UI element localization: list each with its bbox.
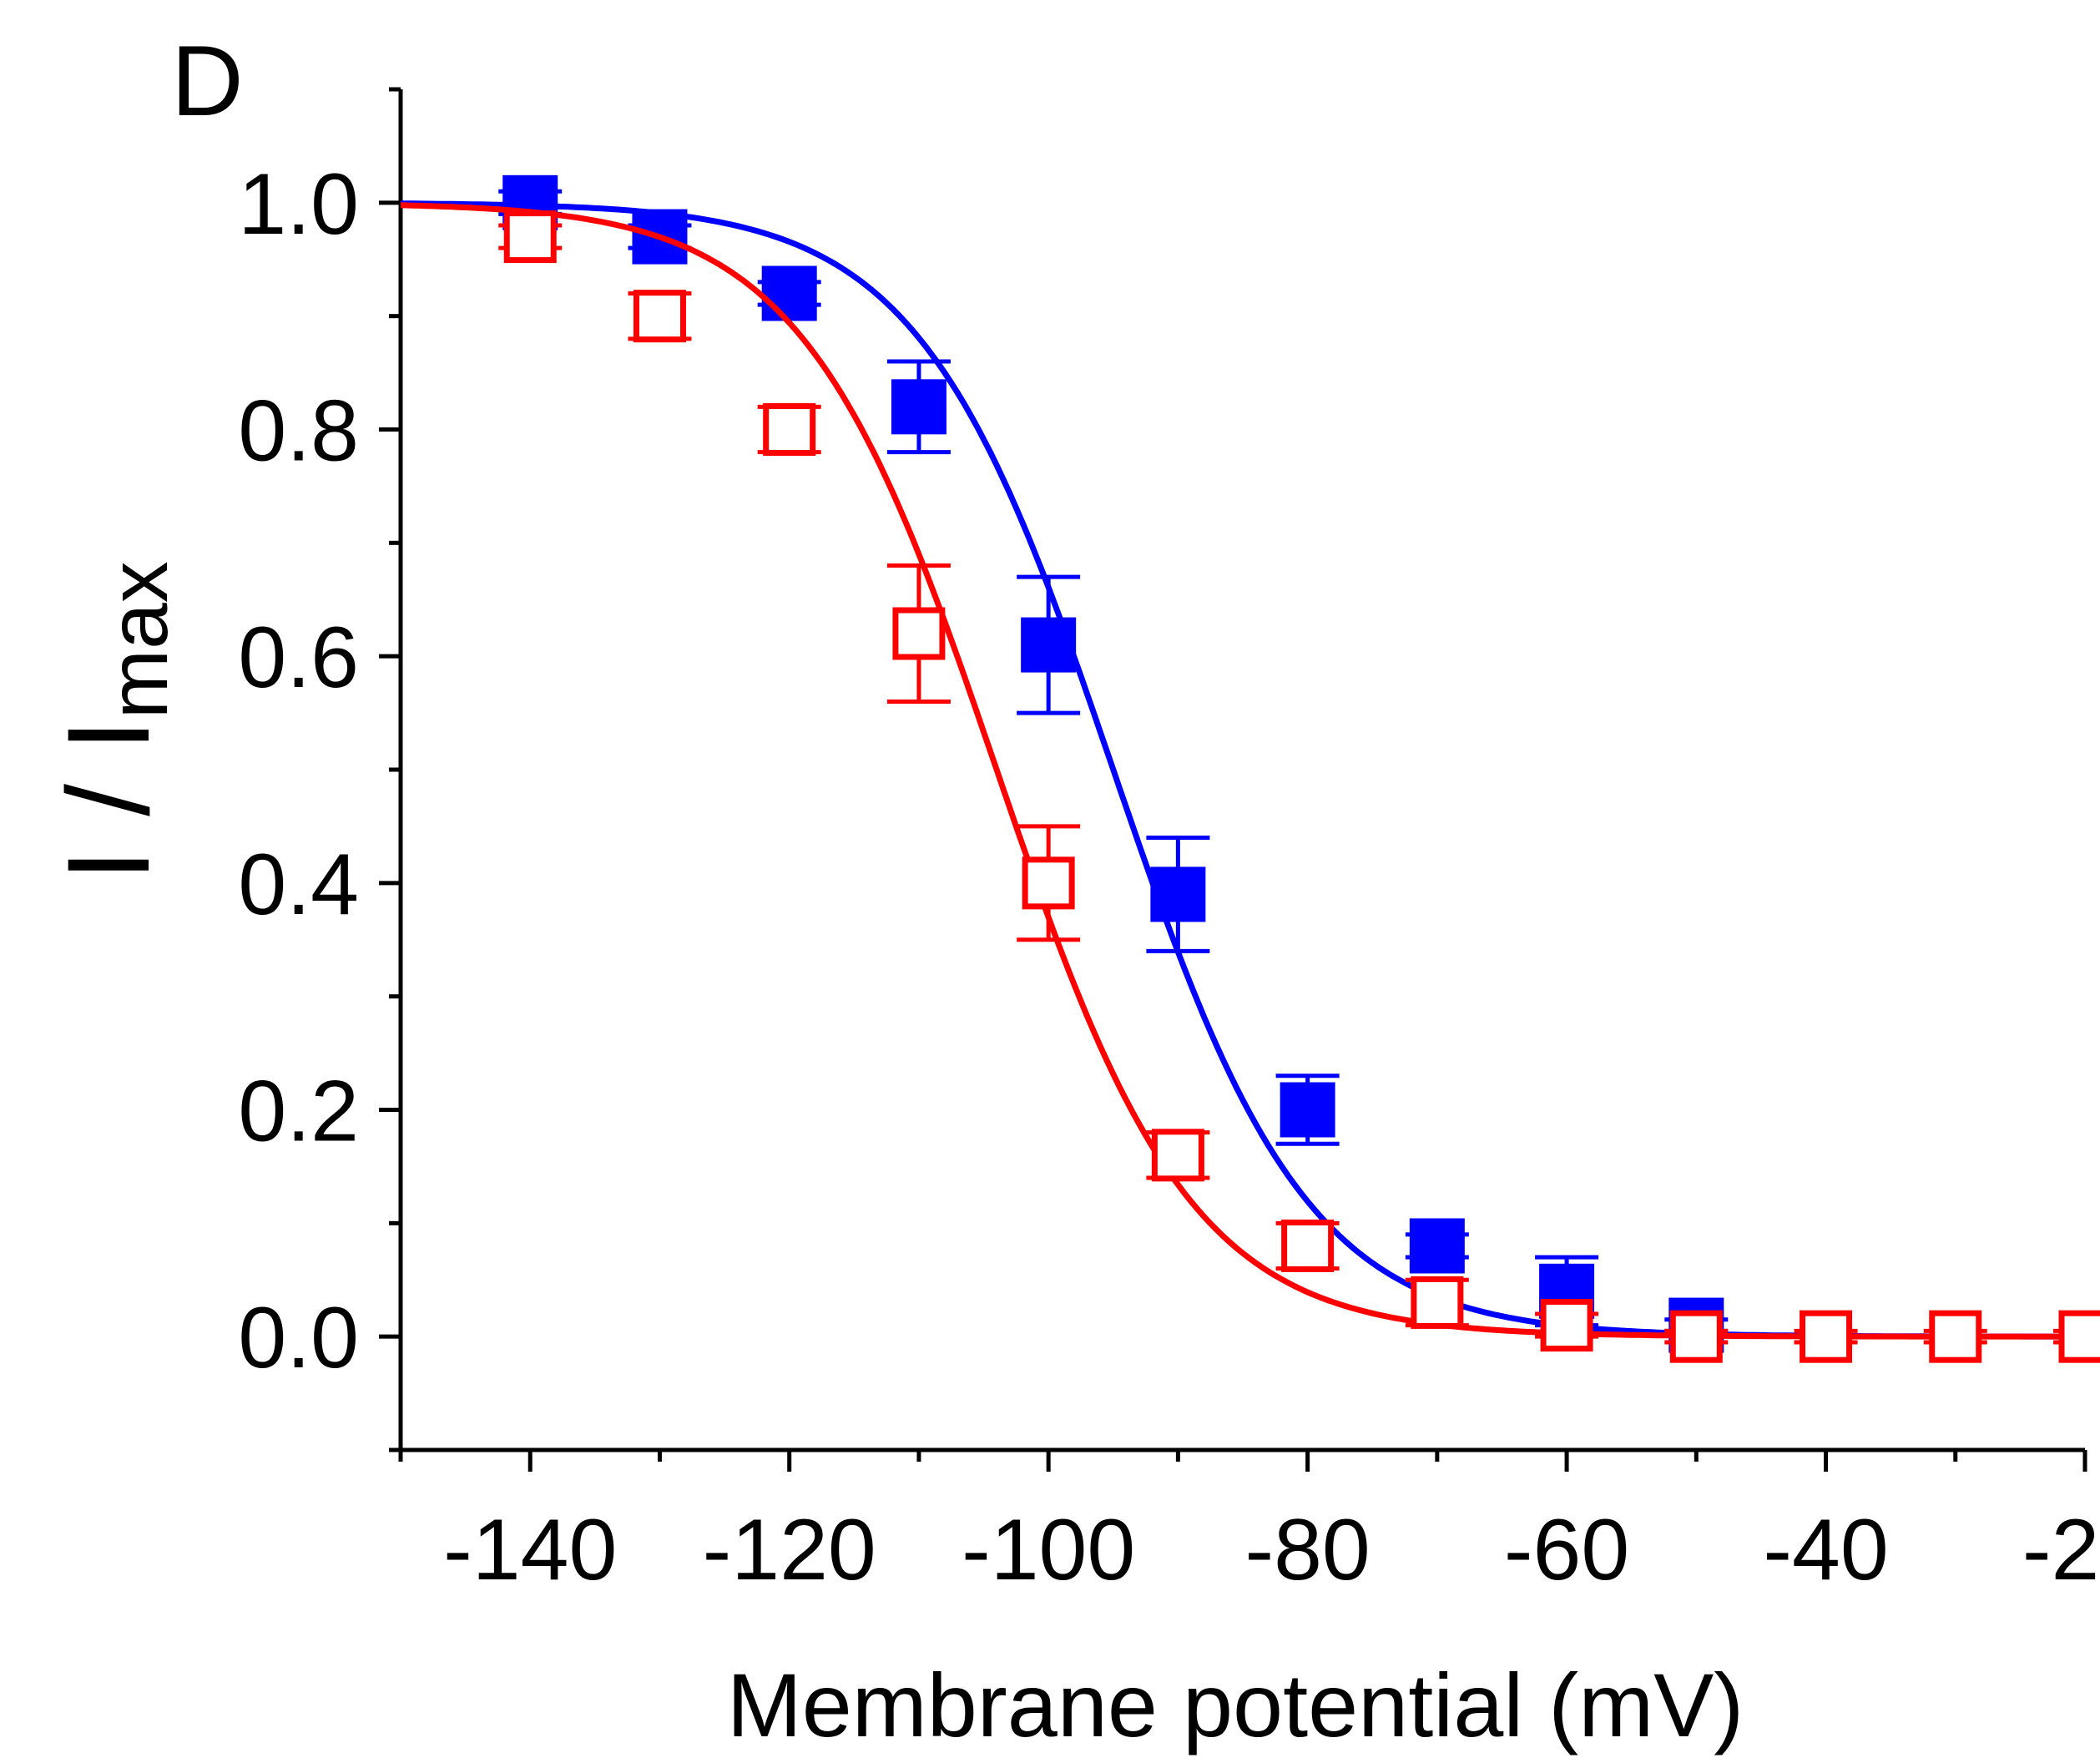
fit-curve	[400, 200, 2085, 1340]
data-point	[892, 607, 946, 660]
data-point	[763, 403, 816, 456]
y-tick-label: 0.2	[238, 1063, 359, 1160]
data-point	[503, 210, 557, 264]
x-tick-label: -140	[443, 1502, 617, 1599]
x-ticks: -140 -120 -100 -80 -60 -40 -20	[398, 1450, 2100, 1599]
data-point	[1151, 1129, 1204, 1182]
data-point	[1411, 1276, 1464, 1329]
data-point	[1021, 617, 1077, 673]
data-point	[761, 265, 817, 321]
data-point	[1929, 1310, 1982, 1363]
y-tick-label: 0.6	[238, 609, 359, 706]
panel-label: D	[171, 25, 244, 137]
data-point	[633, 290, 686, 343]
data-point	[1150, 866, 1206, 922]
data-point	[891, 379, 947, 435]
data-point	[1540, 1299, 1593, 1352]
x-tick-label: -100	[962, 1502, 1135, 1599]
data-point	[2058, 1310, 2100, 1363]
x-tick-label: -40	[1763, 1502, 1888, 1599]
plot-area: 0.0 0.2 0.4 0.6 0.8 1.0 -140 -120 -100 -80 -60 -40…	[238, 87, 2100, 1599]
y-tick-label: 0.4	[238, 836, 359, 933]
y-tick-label: 0.0	[238, 1290, 359, 1387]
y-axis-title: I / Imax	[43, 561, 185, 881]
y-axis-title-sub: max	[92, 561, 185, 719]
x-axis-title: Membrane potential (mV)	[727, 1654, 1744, 1755]
x-tick-label: -80	[1244, 1502, 1370, 1599]
data-point	[1409, 1218, 1465, 1274]
series-2	[400, 202, 2100, 1363]
y-tick-label: 0.8	[238, 383, 359, 480]
data-point	[1280, 1082, 1335, 1138]
fit-curve	[400, 202, 2085, 1340]
series-layer	[400, 174, 2100, 1363]
y-ticks: 0.0 0.2 0.4 0.6 0.8 1.0	[238, 87, 401, 1452]
data-point	[1800, 1310, 1853, 1363]
data-point	[1281, 1220, 1335, 1272]
x-tick-label: -120	[703, 1502, 876, 1599]
x-tick-label: -60	[1504, 1502, 1629, 1599]
data-point	[1022, 856, 1075, 910]
data-point	[1669, 1310, 1723, 1363]
series-1	[400, 174, 2085, 1353]
y-axis-title-main: I / I	[43, 719, 174, 881]
x-tick-label: -20	[2022, 1502, 2100, 1599]
y-tick-label: 1.0	[238, 156, 359, 253]
